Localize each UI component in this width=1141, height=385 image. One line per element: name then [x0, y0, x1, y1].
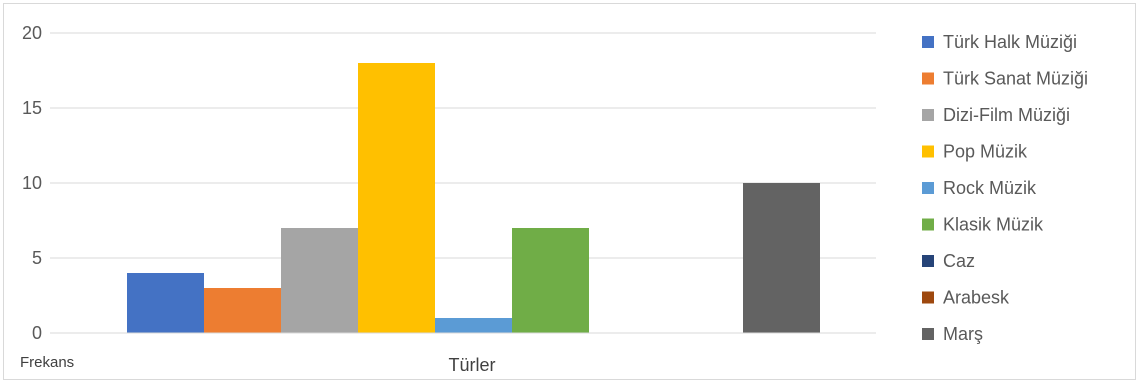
- legend-swatch: [922, 72, 934, 85]
- legend-swatch: [922, 328, 934, 340]
- legend-label: Klasik Müzik: [943, 215, 1044, 235]
- legend-label: Marş: [943, 324, 983, 344]
- y-tick-label: 5: [32, 248, 42, 268]
- bar-klasik-müzik: [512, 228, 589, 333]
- legend-label: Pop Müzik: [943, 142, 1028, 162]
- bar-rock-müzik: [435, 318, 512, 333]
- legend-swatch: [922, 145, 934, 158]
- legend-swatch: [922, 218, 934, 231]
- bar-dizi-film-müziği: [281, 228, 358, 333]
- bar-türk-halk-müziği: [127, 273, 204, 333]
- legend-swatch: [922, 36, 934, 48]
- legend-label: Caz: [943, 251, 975, 271]
- legend-label: Dizi-Film Müziği: [943, 105, 1070, 125]
- legend: Türk Halk Müziği Türk Sanat Müziği Dizi-Fi…: [922, 32, 1088, 344]
- y-tick-label: 10: [22, 173, 42, 193]
- bars: [127, 63, 820, 333]
- y-tick-label: 15: [22, 98, 42, 118]
- legend-label: Türk Sanat Müziği: [943, 69, 1088, 89]
- bar-pop-müzik: [358, 63, 435, 333]
- legend-label: Arabesk: [943, 288, 1010, 308]
- legend-swatch: [922, 109, 934, 121]
- y-tick-label: 0: [32, 323, 42, 343]
- y-axis-title: Frekans: [20, 354, 74, 371]
- legend-swatch: [922, 255, 934, 267]
- bar-türk-sanat-müziği: [204, 288, 281, 333]
- y-tick-label: 20: [22, 23, 42, 43]
- bar-marş: [743, 183, 820, 333]
- legend-swatch: [922, 291, 934, 304]
- y-axis-ticks: 0 5 10 15 20: [22, 23, 42, 343]
- legend-label: Rock Müzik: [943, 178, 1037, 198]
- gridlines: [50, 32, 876, 259]
- legend-swatch: [922, 182, 934, 194]
- x-axis-title: Türler: [448, 355, 495, 375]
- legend-label: Türk Halk Müziği: [943, 32, 1077, 52]
